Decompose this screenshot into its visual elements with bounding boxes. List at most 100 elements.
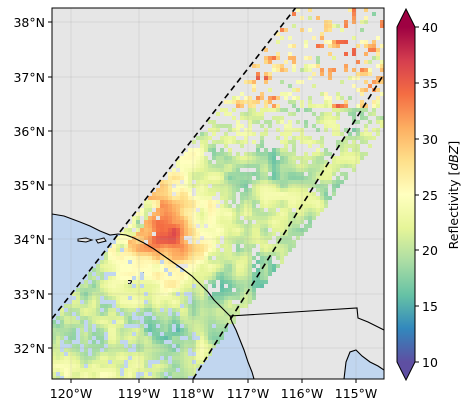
reflectivity-cell (268, 204, 272, 208)
reflectivity-cell (152, 328, 156, 332)
reflectivity-cell (248, 232, 252, 236)
reflectivity-cell (340, 164, 344, 168)
reflectivity-cell (296, 180, 300, 184)
reflectivity-cell (344, 136, 348, 140)
reflectivity-cell (252, 80, 256, 84)
reflectivity-cell (160, 296, 164, 300)
reflectivity-cell (372, 40, 376, 44)
reflectivity-cell (272, 56, 276, 60)
reflectivity-cell (60, 316, 64, 320)
reflectivity-cell (288, 224, 292, 228)
reflectivity-cell (224, 328, 228, 332)
reflectivity-cell (216, 320, 220, 324)
reflectivity-cell (276, 52, 280, 56)
reflectivity-cell (88, 308, 92, 312)
reflectivity-cell (208, 172, 212, 176)
reflectivity-cell (168, 304, 172, 308)
reflectivity-cell (220, 296, 224, 300)
reflectivity-cell (136, 260, 140, 264)
reflectivity-cell (160, 364, 164, 368)
reflectivity-cell (132, 340, 136, 344)
reflectivity-cell (280, 212, 284, 216)
reflectivity-cell (236, 188, 240, 192)
reflectivity-cell (80, 328, 84, 332)
reflectivity-cell (280, 92, 284, 96)
reflectivity-cell (120, 280, 124, 284)
reflectivity-cell (224, 192, 228, 196)
reflectivity-cell (168, 260, 172, 264)
reflectivity-cell (212, 272, 216, 276)
reflectivity-cell (184, 228, 188, 232)
reflectivity-cell (348, 96, 352, 100)
reflectivity-cell (204, 272, 208, 276)
reflectivity-cell (164, 352, 168, 356)
reflectivity-cell (88, 372, 92, 376)
reflectivity-cell (308, 204, 312, 208)
reflectivity-cell (264, 108, 268, 112)
reflectivity-cell (160, 212, 164, 216)
reflectivity-cell (256, 220, 260, 224)
reflectivity-cell (212, 268, 216, 272)
reflectivity-cell (212, 156, 216, 160)
reflectivity-cell (160, 268, 164, 272)
reflectivity-cell (300, 192, 304, 196)
reflectivity-cell (240, 280, 244, 284)
reflectivity-cell (188, 308, 192, 312)
reflectivity-cell (120, 260, 124, 264)
reflectivity-cell (192, 312, 196, 316)
reflectivity-cell (168, 320, 172, 324)
reflectivity-cell (180, 360, 184, 364)
reflectivity-cell (224, 308, 228, 312)
reflectivity-cell (52, 372, 56, 376)
reflectivity-cell (240, 268, 244, 272)
reflectivity-cell (212, 308, 216, 312)
reflectivity-cell (348, 156, 352, 160)
reflectivity-cell (92, 296, 96, 300)
reflectivity-cell (228, 300, 232, 304)
lat-tick-32n: 32°N (13, 341, 45, 356)
reflectivity-cell (204, 204, 208, 208)
reflectivity-cell (180, 344, 184, 348)
reflectivity-cell (304, 168, 308, 172)
reflectivity-cell (204, 304, 208, 308)
reflectivity-cell (140, 336, 144, 340)
reflectivity-cell (168, 368, 172, 372)
reflectivity-cell (156, 376, 160, 379)
reflectivity-cell (152, 296, 156, 300)
reflectivity-cell (228, 312, 232, 316)
reflectivity-cell (128, 268, 132, 272)
reflectivity-cell (180, 176, 184, 180)
reflectivity-cell (256, 188, 260, 192)
reflectivity-cell (252, 116, 256, 120)
reflectivity-cell (324, 104, 328, 108)
reflectivity-cell (216, 124, 220, 128)
reflectivity-cell (196, 268, 200, 272)
reflectivity-cell (232, 116, 236, 120)
reflectivity-cell (320, 184, 324, 188)
reflectivity-cell (220, 188, 224, 192)
reflectivity-cell (76, 372, 80, 376)
reflectivity-cell (172, 376, 176, 379)
swath-edge-left (52, 8, 297, 320)
reflectivity-cell (316, 140, 320, 144)
reflectivity-cell (328, 116, 332, 120)
reflectivity-cell (292, 152, 296, 156)
reflectivity-cell (156, 332, 160, 336)
reflectivity-cell (156, 336, 160, 340)
lon-tick-117w: 117°W (227, 386, 269, 401)
reflectivity-cell (176, 280, 180, 284)
reflectivity-cell (160, 324, 164, 328)
lat-lon-gridlines (52, 8, 384, 379)
reflectivity-cell (176, 356, 180, 360)
reflectivity-cell (272, 156, 276, 160)
reflectivity-cell (124, 228, 128, 232)
reflectivity-cell (152, 252, 156, 256)
reflectivity-cell (136, 232, 140, 236)
reflectivity-cell (252, 224, 256, 228)
reflectivity-cell (268, 208, 272, 212)
reflectivity-cell (280, 28, 284, 32)
reflectivity-cell (144, 340, 148, 344)
reflectivity-cell (128, 368, 132, 372)
reflectivity-cell (188, 248, 192, 252)
reflectivity-cell (140, 352, 144, 356)
